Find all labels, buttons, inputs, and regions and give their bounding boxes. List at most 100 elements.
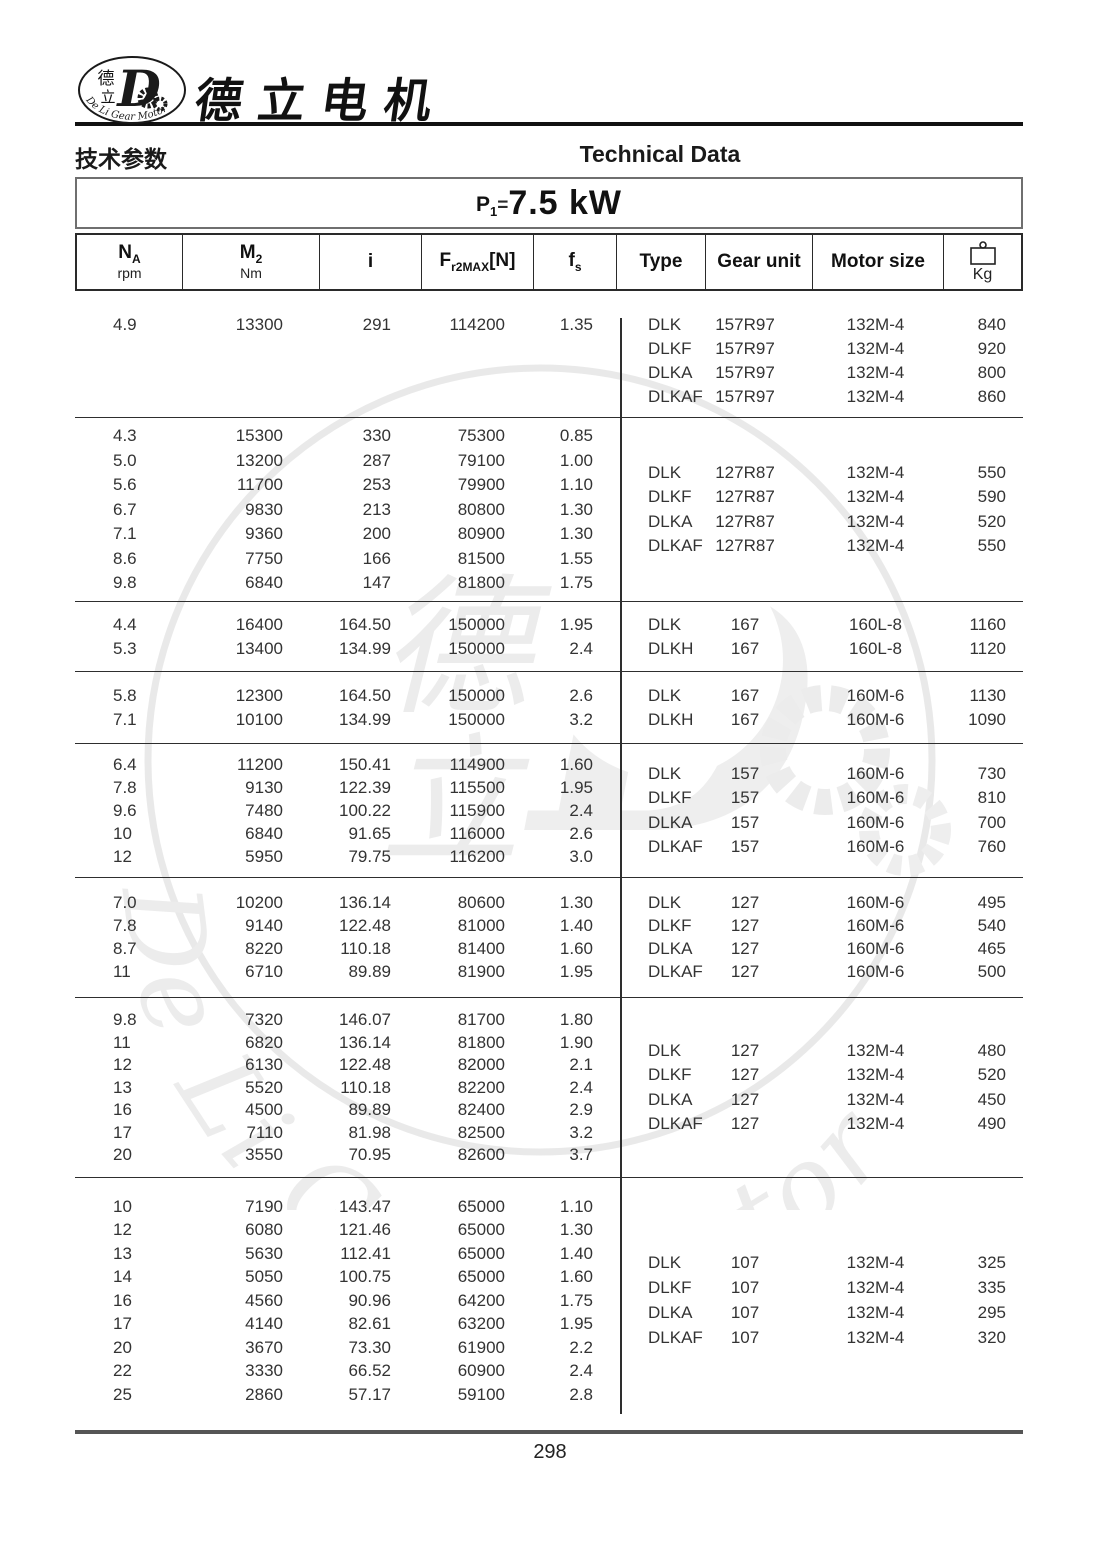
i-value: 330 [362, 426, 391, 445]
type-value: DLK [648, 315, 682, 334]
type-row: DLKF 127 132M-4 520 [620, 1063, 1023, 1088]
type-row: DLKA 107 132M-4 295 [620, 1301, 1023, 1326]
m2-value: 2860 [245, 1384, 283, 1404]
type-row: DLKA 127 160M-6 465 [620, 938, 1023, 961]
kg-value: 450 [977, 1089, 1006, 1109]
brand-logo: 德 立 D De Li Gear Motor [78, 56, 186, 124]
i-value: 57.17 [348, 1384, 391, 1404]
fs-value: 1.90 [559, 1032, 593, 1052]
data-row: 8.7 8220 110.18 81400 1.60 [75, 938, 620, 961]
fs-value: 1.60 [559, 754, 593, 774]
block-left: 9.8 7320 146.07 81700 1.80 11 6820 136.14 81800 1… [75, 998, 620, 1177]
i-value: 79.75 [348, 846, 391, 866]
gear-unit-value: 127 [730, 1065, 760, 1085]
type-row: DLK 127 132M-4 480 [620, 1039, 1023, 1064]
column-header-motor-size: Motor size [813, 235, 944, 289]
type-row: DLKA 127 132M-4 450 [620, 1088, 1023, 1113]
fs-value: 1.40 [559, 1243, 593, 1263]
fs-value: 0.85 [559, 426, 593, 445]
m2-value: 11200 [236, 754, 283, 774]
fs-value: 1.10 [559, 1196, 593, 1216]
gear-unit-value: 157R97 [715, 363, 775, 382]
m2-value: 6840 [245, 573, 283, 592]
m2-value: 9830 [245, 499, 283, 519]
gear-unit-value: 107 [730, 1253, 760, 1272]
gear-unit-value: 127 [730, 916, 760, 935]
kg-value: 730 [977, 763, 1006, 783]
type-value: DLK [648, 1040, 682, 1060]
fr2max-value: 115900 [449, 800, 505, 820]
type-value: DLKAF [648, 1328, 703, 1347]
na-value: 17 [113, 1122, 132, 1142]
kg-value: 335 [977, 1278, 1006, 1297]
motor-size-value: 132M-4 [846, 1065, 905, 1085]
data-row: 6.7 9830 213 80800 1.30 [75, 497, 620, 522]
fs-value: 1.95 [559, 614, 593, 634]
i-value: 147 [362, 573, 391, 592]
m2-value: 10200 [235, 893, 283, 912]
na-value: 16 [113, 1100, 132, 1119]
kg-value: 1120 [969, 638, 1006, 658]
gear-unit-value: 127 [730, 893, 760, 912]
data-block-1: 4.9 13300 291 114200 1.35 DLK 157R97 132M-4 840 D… [75, 291, 1023, 418]
type-row: DLKA 157R97 132M-4 800 [620, 361, 1023, 385]
m2-value: 4500 [245, 1100, 283, 1119]
i-value: 100.75 [339, 1267, 391, 1286]
m2-value: 5630 [245, 1243, 283, 1263]
na-value: 8.7 [113, 939, 137, 958]
type-value: DLKA [648, 1303, 693, 1322]
fr2max-value: 114200 [449, 315, 505, 334]
fr2max-value: 79100 [457, 450, 505, 470]
kg-value: 590 [977, 487, 1006, 507]
i-value: 213 [362, 499, 391, 519]
block-right: DLK 157R97 132M-4 840 DLKF 157R97 132M-4 920 DLK… [620, 291, 1023, 417]
data-block-5: 6.4 11200 150.41 114900 1.60 7.8 9130 122.39 115… [75, 744, 1023, 878]
m2-value: 11700 [236, 475, 283, 494]
type-row: DLK 167 160L-8 1160 [620, 613, 1023, 637]
type-row: DLK 157 160M-6 730 [620, 762, 1023, 787]
type-row: DLKH 167 160M-6 1090 [620, 708, 1023, 732]
data-block-6: 7.0 10200 136.14 80600 1.30 7.8 9140 122.48 8100… [75, 878, 1023, 998]
fr2max-value: 150000 [448, 638, 505, 658]
m2-value: 6130 [245, 1055, 283, 1074]
na-value: 10 [113, 1196, 132, 1216]
type-value: DLKA [648, 939, 693, 958]
na-value: 25 [113, 1384, 132, 1404]
kg-value: 490 [977, 1114, 1006, 1134]
logo-char-de: 德 [98, 69, 115, 89]
fr2max-value: 81500 [457, 548, 505, 568]
power-equals: = [497, 195, 509, 216]
m2-value: 13200 [235, 450, 283, 470]
type-value: DLKA [648, 511, 693, 531]
i-value: 100.22 [339, 800, 391, 820]
kg-value: 1130 [969, 685, 1006, 705]
power-value: 7.5 kW [508, 183, 623, 222]
data-row: 11 6710 89.89 81900 1.95 [75, 961, 620, 984]
gear-unit-value: 107 [730, 1328, 760, 1347]
na-value: 22 [113, 1361, 132, 1380]
type-value: DLKF [648, 1065, 692, 1085]
data-row: 20 3550 70.95 82600 3.7 [75, 1144, 620, 1167]
column-header-i: i [320, 235, 422, 289]
block-left: 7.0 10200 136.14 80600 1.30 7.8 9140 122.48 8100… [75, 878, 620, 997]
type-row: DLKF 127 160M-6 540 [620, 915, 1023, 938]
fs-value: 3.2 [569, 709, 593, 729]
fs-value: 1.95 [559, 1314, 593, 1333]
fr2max-value: 79900 [457, 475, 505, 494]
fs-value: 1.60 [559, 1267, 593, 1286]
type-row: DLK 127R87 132M-4 550 [620, 461, 1023, 486]
fs-value: 1.95 [559, 777, 593, 797]
fs-value: 3.0 [569, 846, 593, 866]
na-value: 12 [113, 1220, 132, 1239]
section-title-cn: 技术参数 [75, 146, 167, 172]
na-value: 5.0 [113, 450, 137, 470]
type-row: DLKA 127R87 132M-4 520 [620, 510, 1023, 535]
motor-size-value: 132M-4 [846, 1040, 905, 1060]
i-value: 89.89 [348, 1100, 391, 1119]
type-row: DLK 157R97 132M-4 840 [620, 313, 1023, 337]
na-value: 17 [113, 1314, 132, 1333]
i-value: 134.99 [339, 638, 391, 658]
gear-unit-value: 157R97 [715, 339, 775, 358]
i-value: 146.07 [339, 1010, 391, 1029]
data-row: 4.3 15300 330 75300 0.85 [75, 424, 620, 449]
